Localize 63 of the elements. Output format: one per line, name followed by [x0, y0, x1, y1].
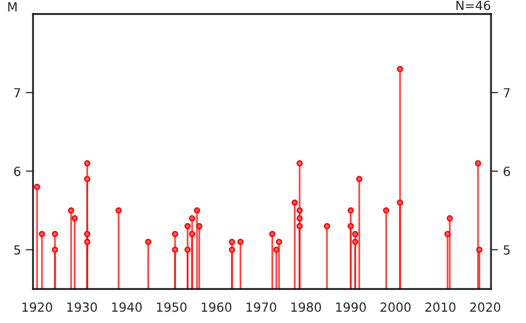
x-tick-label: 1950	[156, 302, 187, 312]
x-tick-label: 1920	[22, 302, 52, 312]
point	[34, 184, 40, 190]
point	[84, 176, 90, 182]
point	[68, 207, 74, 214]
point	[188, 230, 196, 238]
x-tick-label: 1960	[202, 302, 232, 312]
x-tick-label: 2020	[470, 302, 500, 312]
point	[396, 199, 404, 206]
point	[172, 246, 178, 253]
point	[474, 160, 482, 166]
y2-tick-label: 7	[504, 88, 510, 98]
point	[273, 246, 280, 253]
point	[52, 230, 58, 238]
point	[188, 215, 196, 222]
x-tick-label: 1990	[336, 302, 366, 312]
x-tick-label: 1930	[67, 302, 97, 312]
point	[296, 207, 303, 214]
y-tick-label: 7	[14, 88, 20, 98]
point	[84, 160, 90, 166]
y-tick-label: 5	[14, 245, 20, 255]
point	[269, 230, 276, 238]
point	[396, 66, 404, 72]
point	[228, 246, 236, 253]
point	[352, 238, 358, 245]
x-tick-label: 2000	[380, 302, 411, 312]
point	[476, 246, 482, 253]
point	[145, 238, 152, 245]
point	[348, 223, 354, 230]
point	[184, 246, 191, 253]
point	[383, 207, 390, 214]
point	[352, 230, 358, 238]
point	[446, 215, 453, 222]
point	[194, 207, 200, 214]
point	[348, 207, 354, 214]
point	[237, 238, 244, 245]
point	[276, 238, 282, 245]
point	[184, 223, 191, 230]
point	[228, 238, 236, 245]
y-axis-title: M	[8, 2, 17, 12]
x-tick-label: 1970	[246, 302, 276, 312]
point	[72, 215, 78, 222]
point	[356, 176, 362, 182]
text: N=46	[456, 0, 490, 10]
y-tick-label: 6	[14, 166, 20, 176]
point	[52, 246, 58, 253]
x-tick-label: 1980	[291, 302, 321, 312]
point	[296, 223, 303, 230]
x-tick-label: 1940	[112, 302, 142, 312]
point	[38, 230, 46, 238]
point	[296, 160, 303, 166]
point	[84, 230, 90, 238]
point	[84, 238, 90, 245]
point	[115, 207, 122, 214]
y2-tick-label: 5	[504, 245, 510, 255]
point	[444, 230, 451, 238]
x-tick-label: 2010	[425, 302, 456, 312]
point	[324, 223, 330, 230]
y2-tick-label: 6	[504, 166, 510, 176]
point	[296, 215, 303, 222]
point	[172, 230, 178, 238]
point	[196, 223, 202, 230]
point	[292, 199, 298, 206]
